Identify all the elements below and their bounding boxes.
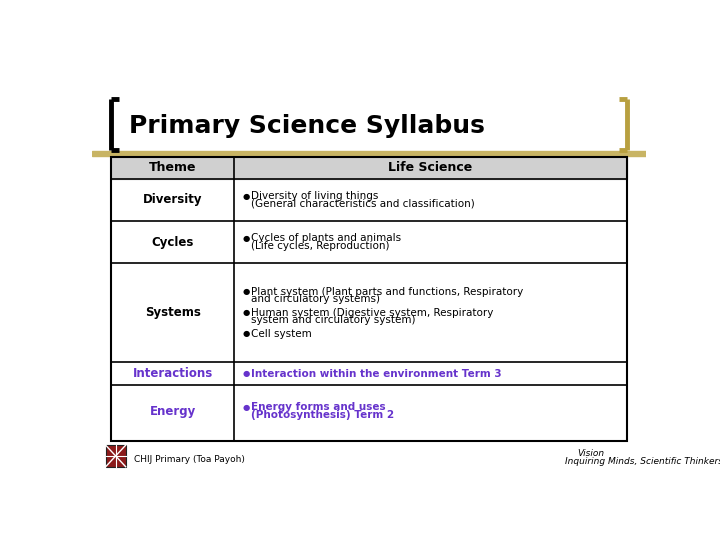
- Text: Interaction within the environment Term 3: Interaction within the environment Term …: [251, 369, 502, 379]
- Text: ●: ●: [243, 287, 250, 296]
- Text: ●: ●: [243, 308, 250, 317]
- Text: ●: ●: [243, 192, 250, 200]
- Text: Cycles: Cycles: [151, 236, 194, 249]
- Text: ●: ●: [243, 369, 250, 378]
- Bar: [111, 157, 627, 179]
- Text: Cycles of plants and animals: Cycles of plants and animals: [251, 233, 401, 244]
- Text: Systems: Systems: [145, 306, 201, 319]
- Text: Theme: Theme: [149, 161, 197, 174]
- Text: Diversity: Diversity: [143, 193, 202, 206]
- Text: and circulatory systems): and circulatory systems): [251, 294, 380, 304]
- Text: Energy forms and uses: Energy forms and uses: [251, 402, 386, 413]
- Text: Cell system: Cell system: [251, 328, 312, 339]
- Text: (Photosynthesis) Term 2: (Photosynthesis) Term 2: [251, 410, 395, 420]
- Text: (General characteristics and classification): (General characteristics and classificat…: [251, 199, 475, 209]
- Text: (Life cycles, Reproduction): (Life cycles, Reproduction): [251, 241, 390, 251]
- Text: Inquiring Minds, Scientific Thinkers: Inquiring Minds, Scientific Thinkers: [565, 457, 720, 466]
- Text: Life Science: Life Science: [389, 161, 473, 174]
- Text: ●: ●: [243, 329, 250, 338]
- Text: Human system (Digestive system, Respiratory: Human system (Digestive system, Respirat…: [251, 308, 494, 318]
- Bar: [111, 157, 627, 441]
- Bar: [92, 151, 647, 156]
- Text: Primary Science Syllabus: Primary Science Syllabus: [129, 113, 485, 138]
- Bar: [106, 445, 126, 467]
- Text: Vision: Vision: [577, 449, 604, 458]
- Text: Diversity of living things: Diversity of living things: [251, 191, 379, 201]
- Text: ●: ●: [243, 403, 250, 412]
- Text: system and circulatory system): system and circulatory system): [251, 315, 415, 325]
- Text: Energy: Energy: [150, 405, 196, 418]
- Text: Plant system (Plant parts and functions, Respiratory: Plant system (Plant parts and functions,…: [251, 287, 523, 297]
- Text: Interactions: Interactions: [132, 367, 213, 380]
- Text: CHIJ Primary (Toa Payoh): CHIJ Primary (Toa Payoh): [134, 455, 245, 463]
- Text: ●: ●: [243, 234, 250, 243]
